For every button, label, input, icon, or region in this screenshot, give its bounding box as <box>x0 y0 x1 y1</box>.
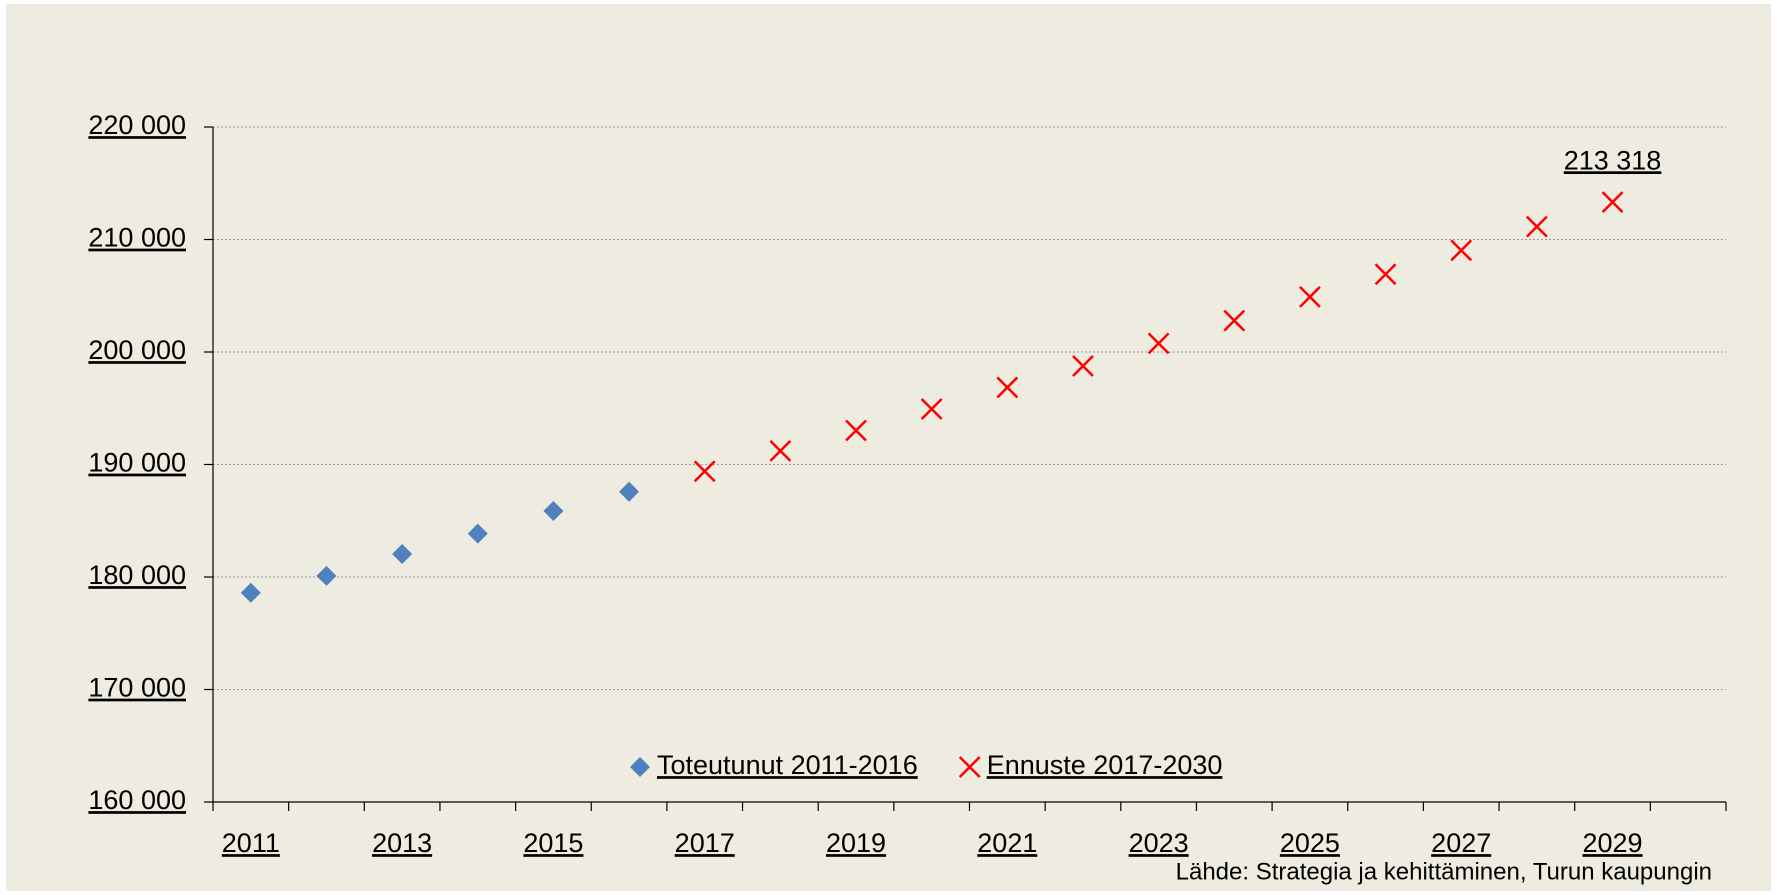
legend-marker <box>958 756 981 778</box>
x-tick-label: 2023 <box>1129 828 1189 858</box>
y-tick-label: 160 000 <box>88 785 186 815</box>
point <box>1223 309 1246 332</box>
point <box>316 565 337 586</box>
point <box>996 376 1019 399</box>
point <box>1374 263 1397 286</box>
point <box>467 523 488 544</box>
x-tick-label: 2011 <box>222 828 280 858</box>
point <box>619 481 640 502</box>
point <box>1601 191 1624 214</box>
y-tick-label: 170 000 <box>88 673 186 703</box>
data-label: 213 318 <box>1564 145 1662 175</box>
chart-background <box>6 4 1771 891</box>
legend-label: Toteutunut 2011-2016 <box>657 750 918 780</box>
x-tick-label: 2019 <box>826 828 886 858</box>
x-tick-label: 2021 <box>977 828 1037 858</box>
source-note: Lähde: Strategia ja kehittäminen, Turun … <box>1176 858 1712 885</box>
legend-label: Ennuste 2017-2030 <box>987 750 1223 780</box>
point <box>1525 215 1548 238</box>
point <box>240 582 261 603</box>
x-tick-label: 2025 <box>1280 828 1340 858</box>
point <box>1299 285 1321 308</box>
legend-marker <box>630 757 650 777</box>
point <box>543 500 564 521</box>
y-tick-label: 210 000 <box>88 223 186 253</box>
y-tick-label: 190 000 <box>88 448 186 478</box>
x-tick-label: 2013 <box>372 828 432 858</box>
x-tick-label: 2029 <box>1582 828 1642 858</box>
y-tick-label: 200 000 <box>88 335 186 365</box>
y-tick-label: 220 000 <box>88 110 186 140</box>
point <box>1450 239 1473 262</box>
point <box>769 440 792 462</box>
x-tick-label: 2015 <box>523 828 583 858</box>
point <box>920 398 943 420</box>
point <box>392 543 413 564</box>
x-tick-label: 2017 <box>675 828 735 858</box>
point <box>845 419 867 442</box>
point <box>1147 332 1170 355</box>
point <box>693 460 716 483</box>
point <box>1072 355 1094 377</box>
x-tick-label: 2027 <box>1431 828 1491 858</box>
y-tick-label: 180 000 <box>88 560 186 590</box>
